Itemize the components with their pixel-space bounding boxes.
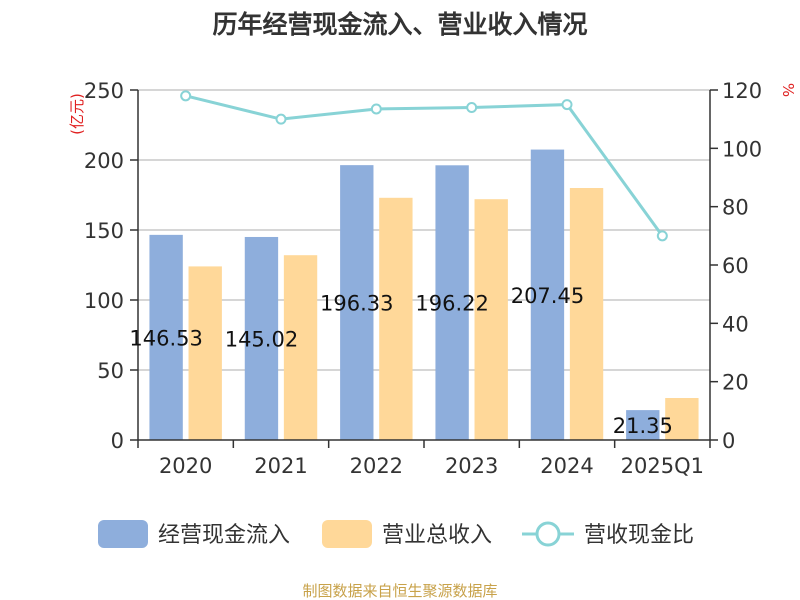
- ratio-line-series: [180, 90, 668, 242]
- cash-inflow-data-label: 21.35: [613, 414, 673, 438]
- bar-revenue[interactable]: [665, 398, 699, 440]
- data-labels: 146.53 145.02 196.33 196.22 207.45 21.35: [129, 284, 672, 438]
- right-tick-label: 40: [722, 312, 749, 336]
- left-tick-label: 100: [84, 289, 124, 313]
- right-tick-label: 100: [722, 137, 762, 161]
- ratio-point[interactable]: [275, 113, 287, 125]
- x-tick-label: 2022: [350, 454, 403, 478]
- bar-cash-inflow[interactable]: [244, 236, 279, 440]
- axes: 0 50 100 150 200 250 0 20 40 60 80 100 120 2020 2021 20…: [84, 79, 762, 478]
- ratio-point[interactable]: [180, 90, 192, 102]
- bar-revenue[interactable]: [188, 266, 222, 440]
- legend-item-revenue[interactable]: 营业总收入: [322, 520, 492, 548]
- ratio-point[interactable]: [370, 103, 382, 115]
- bar-revenue[interactable]: [569, 188, 604, 440]
- left-tick-label: 200: [84, 149, 124, 173]
- cash-inflow-data-label: 196.33: [320, 292, 393, 316]
- ratio-line: [185, 94, 664, 237]
- cash-inflow-data-label: 207.45: [511, 284, 584, 308]
- cash-inflow-data-label: 145.02: [225, 327, 298, 351]
- data-source-note: 制图数据来自恒生聚源数据库: [302, 582, 497, 600]
- legend-label-cash-inflow: 经营现金流入: [158, 523, 290, 548]
- left-tick-label: 250: [84, 79, 124, 103]
- bar-revenue[interactable]: [379, 197, 413, 440]
- bar-cash-inflow[interactable]: [435, 165, 469, 441]
- bar-revenue[interactable]: [283, 255, 318, 440]
- chart-title: 历年经营现金流入、营业收入情况: [212, 10, 587, 39]
- legend-swatch-ratio-marker: [535, 521, 561, 547]
- left-tick-label: 150: [84, 219, 124, 243]
- left-tick-label: 50: [97, 359, 124, 383]
- bar-cash-inflow[interactable]: [626, 410, 660, 440]
- legend-item-cash-inflow[interactable]: 经营现金流入: [98, 520, 290, 548]
- x-tick-label: 2025Q1: [621, 454, 704, 478]
- right-tick-label: 60: [722, 254, 749, 278]
- ratio-point[interactable]: [561, 99, 573, 111]
- right-tick-label: 80: [722, 196, 749, 220]
- legend-label-revenue: 营业总收入: [382, 523, 492, 548]
- legend-label-ratio: 营收现金比: [584, 523, 694, 548]
- legend-item-ratio[interactable]: 营收现金比: [522, 521, 694, 548]
- x-tick-label: 2020: [159, 454, 212, 478]
- bar-cash-inflow[interactable]: [340, 165, 374, 440]
- bars: [149, 149, 699, 441]
- ratio-point[interactable]: [656, 230, 668, 242]
- bar-cash-inflow[interactable]: [149, 234, 183, 440]
- legend-swatch-revenue: [322, 520, 372, 548]
- x-tick-label: 2023: [445, 454, 498, 478]
- right-axis-unit: %: [779, 83, 797, 97]
- x-tick-label: 2024: [540, 454, 593, 478]
- legend-swatch-cash-inflow: [98, 520, 148, 548]
- left-tick-label: 0: [111, 429, 124, 453]
- legend: 经营现金流入 营业总收入 营收现金比: [98, 520, 694, 548]
- x-tick-label: 2021: [254, 454, 307, 478]
- grid: [138, 89, 710, 371]
- bar-revenue[interactable]: [474, 199, 508, 440]
- cash-inflow-data-label: 196.22: [415, 292, 488, 316]
- right-tick-label: 20: [722, 371, 749, 395]
- left-axis-unit: (亿元): [68, 93, 86, 135]
- ratio-point[interactable]: [466, 102, 478, 113]
- right-tick-label: 0: [722, 429, 735, 453]
- right-tick-label: 120: [722, 79, 762, 103]
- bar-cash-inflow[interactable]: [530, 149, 565, 440]
- cash-inflow-data-label: 146.53: [129, 326, 202, 350]
